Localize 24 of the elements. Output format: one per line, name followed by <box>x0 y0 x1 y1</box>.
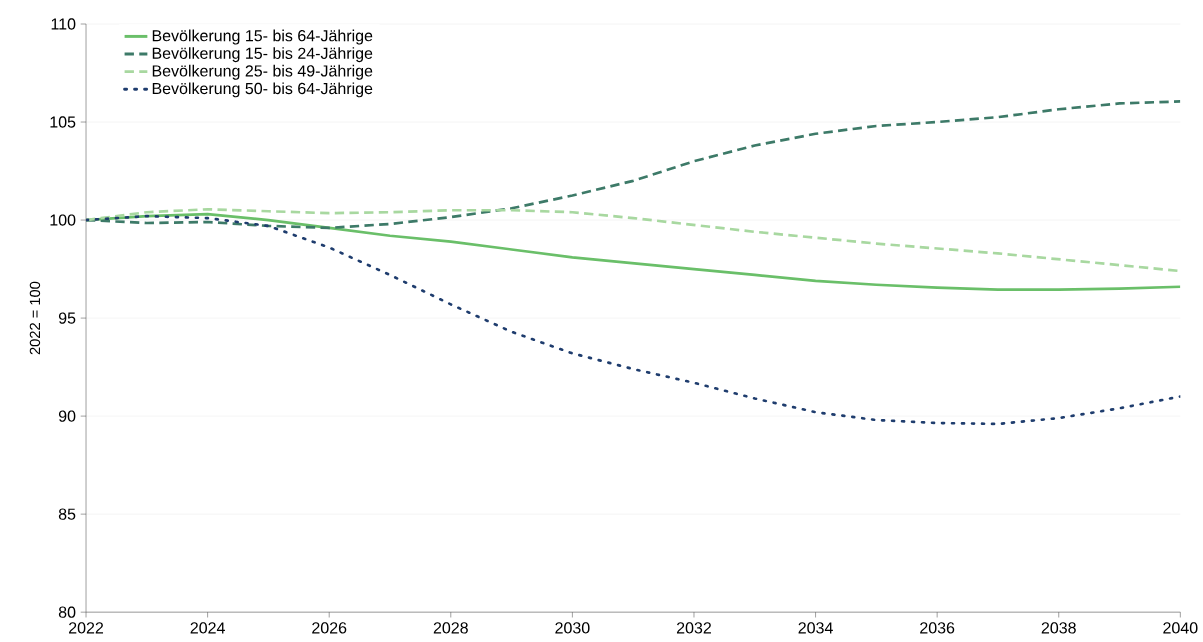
x-tick-label: 2032 <box>676 622 711 634</box>
legend-label: Bevölkerung 15- bis 64-Jährige <box>152 29 373 45</box>
y-tick-label: 105 <box>50 116 76 128</box>
y-axis-title: 2022 = 100 <box>29 281 41 355</box>
y-tick-label: 95 <box>58 312 76 324</box>
x-tick-label: 2030 <box>555 622 590 634</box>
legend-label: Bevölkerung 25- bis 49-Jährige <box>152 64 373 80</box>
legend-label: Bevölkerung 15- bis 24-Jährige <box>152 47 373 63</box>
x-tick-label: 2026 <box>312 622 347 634</box>
y-tick-label: 85 <box>58 508 76 520</box>
line-series <box>86 214 1181 426</box>
legend-label: Bevölkerung 50- bis 64-Jährige <box>152 82 373 98</box>
y-tick-label: 110 <box>51 18 76 30</box>
x-tick-label: 2040 <box>1163 622 1198 634</box>
y-tick-label: 80 <box>58 606 76 618</box>
x-tick-label: 2034 <box>798 622 833 634</box>
y-tick-label: 90 <box>58 410 76 422</box>
x-tick-label: 2038 <box>1041 622 1076 634</box>
x-tick-label: 2022 <box>69 622 104 634</box>
y-tick-label: 100 <box>50 214 76 226</box>
x-tick-label: 2024 <box>190 622 225 634</box>
line-series <box>86 100 1181 230</box>
x-tick-label: 2036 <box>920 622 955 634</box>
x-tick-label: 2028 <box>433 622 468 634</box>
